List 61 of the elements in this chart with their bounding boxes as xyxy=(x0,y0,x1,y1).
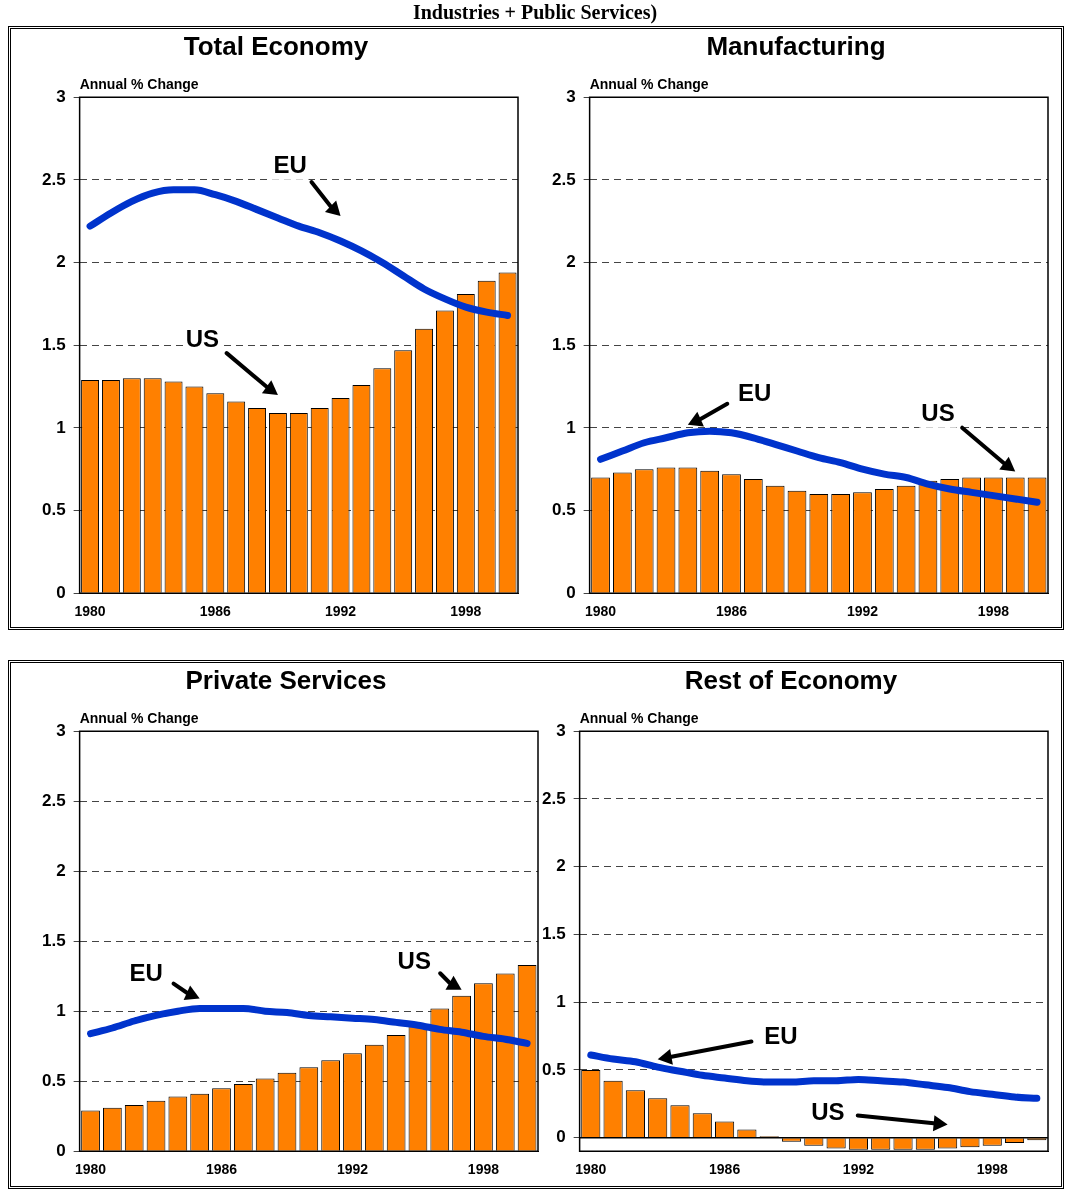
series-label: EU xyxy=(273,151,307,179)
series-label: EU xyxy=(764,1022,798,1050)
y-tick-label: 2.5 xyxy=(41,169,66,189)
text: US xyxy=(921,399,955,427)
y-tick-label: 1.5 xyxy=(541,924,566,944)
x-tick-label: 1980 xyxy=(584,603,617,620)
y-tick-label: 2.5 xyxy=(541,788,566,808)
x-tick-label: 1980 xyxy=(575,1161,607,1178)
y-tick-label: 1.5 xyxy=(41,930,66,950)
y-tick-label: 0 xyxy=(56,582,66,602)
y-tick-label: 0.5 xyxy=(41,500,66,520)
y-tick-label: 2 xyxy=(56,252,66,272)
y-tick-label: 0.5 xyxy=(551,500,576,520)
chart-title: Private Services xyxy=(185,664,387,695)
y-tick-label: 1 xyxy=(566,417,576,437)
x-tick-label: 1998 xyxy=(977,603,1010,620)
y-tick-label: 1 xyxy=(556,991,566,1011)
y-tick-label: 1 xyxy=(56,1000,66,1020)
series-label: US xyxy=(397,946,431,974)
y-tick-label: 3 xyxy=(556,720,566,740)
series-label: EU xyxy=(129,959,163,987)
chart-title: Rest of Economy xyxy=(684,664,898,695)
chart-title: Manufacturing xyxy=(706,30,886,61)
text: Industries + Public Services) xyxy=(411,0,659,24)
y-tick-label: 2 xyxy=(566,252,576,272)
y-tick-label: 2.5 xyxy=(41,790,66,810)
x-tick-label: 1992 xyxy=(324,603,357,620)
x-tick-label: 1980 xyxy=(74,1161,107,1178)
x-tick-label: 1992 xyxy=(846,603,879,620)
x-tick-label: 1998 xyxy=(976,1161,1009,1178)
y-tick-label: 1 xyxy=(56,417,66,437)
y-axis-title: Annual % Change xyxy=(579,710,699,727)
y-tick-label: 2.5 xyxy=(551,169,576,189)
y-tick-label: 0.5 xyxy=(541,1059,566,1079)
y-tick-label: 3 xyxy=(566,86,576,106)
x-tick-label: 1998 xyxy=(467,1161,500,1178)
y-tick-label: 0 xyxy=(556,1127,566,1147)
chart-title: Total Economy xyxy=(183,30,369,61)
x-tick-label: 1980 xyxy=(74,603,106,620)
x-tick-label: 1986 xyxy=(205,1161,238,1178)
y-axis-title: Annual % Change xyxy=(589,76,709,93)
y-tick-label: 2 xyxy=(556,856,566,876)
y-tick-label: 1.5 xyxy=(41,334,66,354)
y-tick-label: 0 xyxy=(56,1140,66,1160)
y-tick-label: 0.5 xyxy=(41,1070,66,1090)
series-label: US xyxy=(185,324,220,352)
y-axis-title: Annual % Change xyxy=(79,710,199,727)
y-tick-label: 0 xyxy=(566,582,576,602)
x-tick-label: 1986 xyxy=(715,603,748,620)
series-label: US xyxy=(811,1098,845,1126)
x-tick-label: 1992 xyxy=(842,1161,875,1178)
y-tick-label: 1.5 xyxy=(551,334,576,354)
y-axis-title: Annual % Change xyxy=(79,76,199,93)
y-tick-label: 3 xyxy=(56,720,66,740)
y-tick-label: 3 xyxy=(56,86,66,106)
x-tick-label: 1986 xyxy=(199,603,232,620)
x-tick-label: 1998 xyxy=(450,603,482,620)
x-tick-label: 1986 xyxy=(709,1161,741,1178)
y-tick-label: 2 xyxy=(56,860,66,880)
x-tick-label: 1992 xyxy=(336,1161,369,1178)
series-label: EU xyxy=(737,379,772,407)
